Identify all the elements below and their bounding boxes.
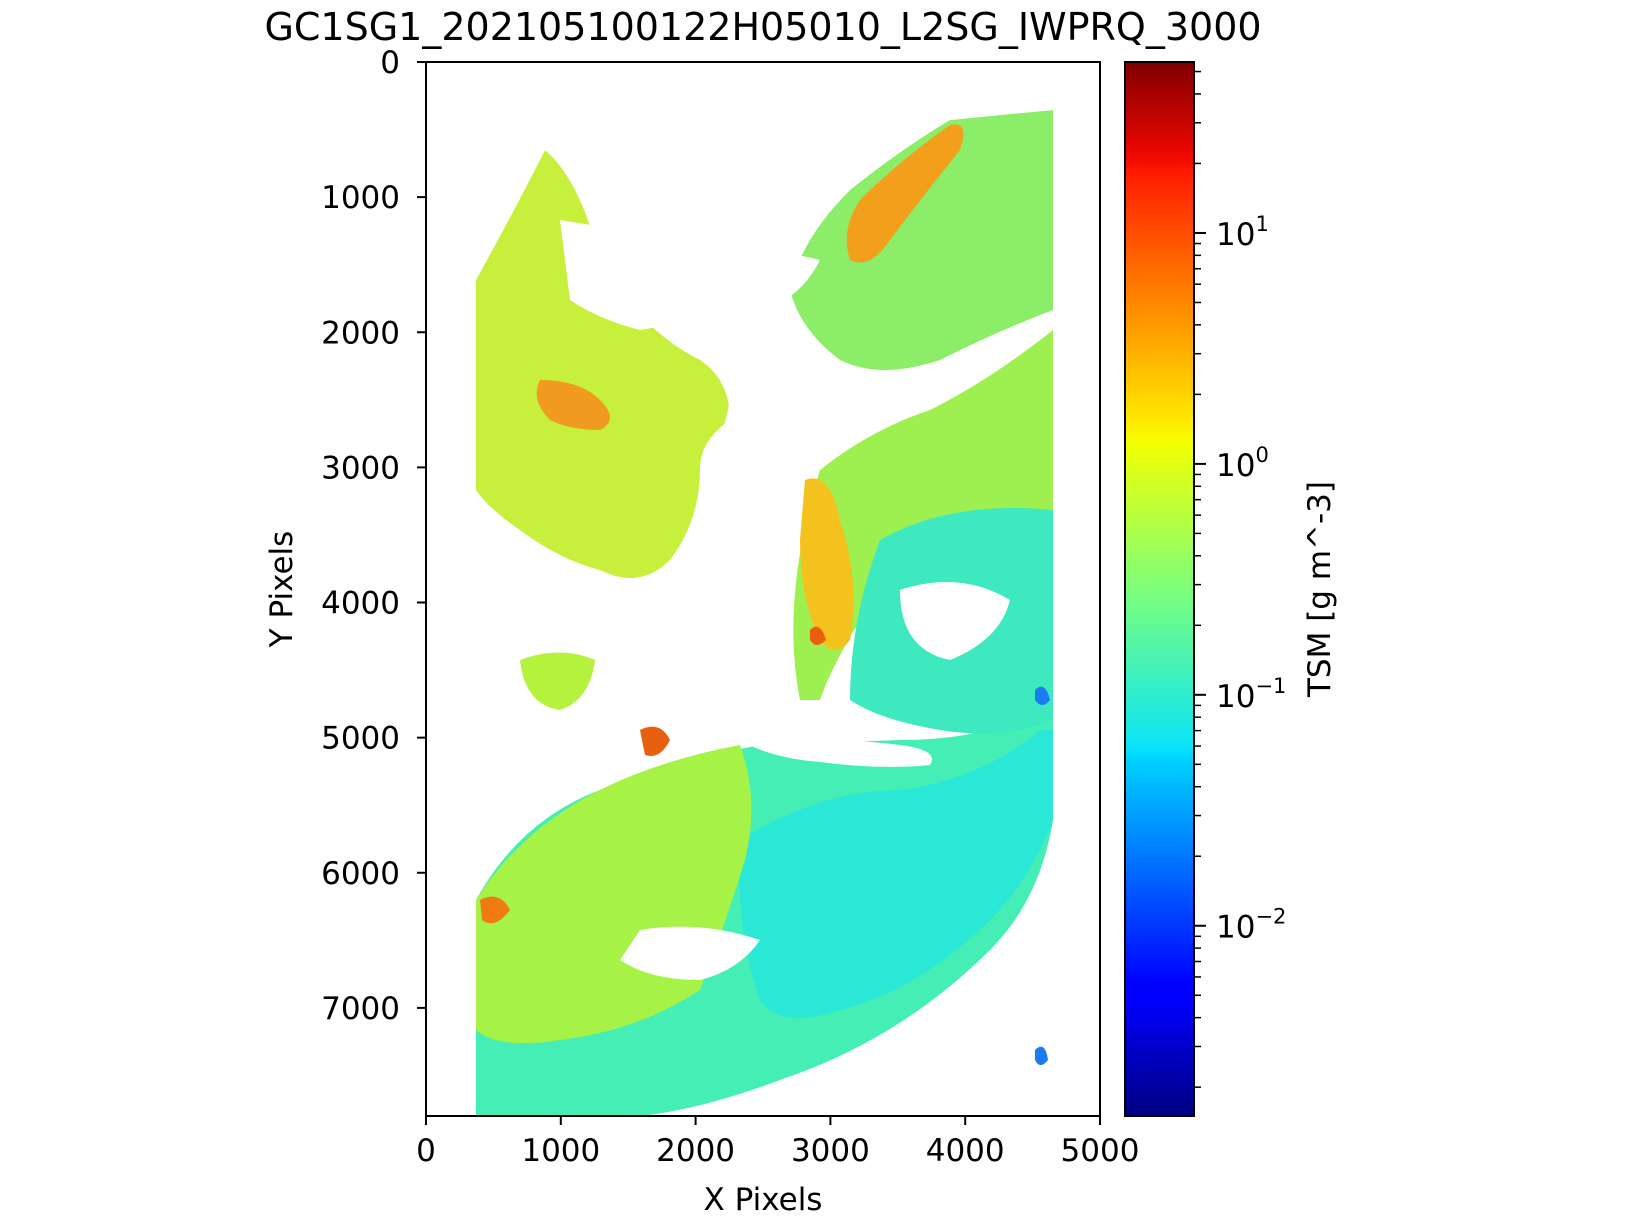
region-northwest [476,150,730,578]
colorbar-label: TSM [g m^-3] [1302,481,1338,698]
region-east-shelf [793,330,1053,700]
region-open-ocean [739,730,1053,1018]
colorbar [1124,61,1195,1117]
region-northeast-plume [846,124,964,263]
mask-east-edge [1040,62,1100,1116]
y-tick-label: 6000 [321,856,400,892]
plot-frame [425,61,1101,1117]
y-axis: 0 1000 2000 3000 4000 5000 6000 7000 [321,45,426,1027]
tsm-map-image [426,62,1100,1116]
region-coastal-high [800,478,854,650]
y-tick-label: 7000 [321,991,400,1027]
region-clear-water-speck [1035,686,1050,705]
x-tick-label: 1000 [521,1133,600,1169]
mask-cloud-north [560,220,820,330]
mask-cloud-ribbon [740,738,932,767]
y-tick-label: 5000 [321,721,400,757]
mask-cloud-east [900,582,1010,660]
region-bohai [536,380,610,430]
y-tick-label: 2000 [321,315,400,351]
region-estuary-3 [810,626,826,645]
region-clear-water-speck-2 [1035,1046,1048,1065]
x-tick-label: 0 [416,1133,436,1169]
mask-west-edge [426,62,476,1116]
region-ss-islands [520,652,595,710]
region-estuary-2 [480,896,510,924]
colorbar-axis: 101 100 10−1 10−2 [1194,70,1286,1088]
mask-bottom-right [780,840,1053,1116]
x-axis: 0 1000 2000 3000 4000 5000 [416,1116,1139,1169]
x-axis-label: X Pixels [704,1182,823,1218]
mask-land-central [580,280,805,714]
region-northeast [790,110,1053,370]
colorbar-tick-label: 10−1 [1216,674,1286,715]
x-tick-label: 5000 [1061,1133,1140,1169]
colorbar-tick-label: 100 [1216,443,1269,484]
y-tick-label: 3000 [321,450,400,486]
y-tick-label: 1000 [321,180,400,216]
y-tick-label: 0 [380,45,400,81]
x-tick-label: 2000 [656,1133,735,1169]
x-tick-label: 4000 [926,1133,1005,1169]
colorbar-tick-label: 101 [1216,212,1269,253]
y-tick-label: 4000 [321,586,400,622]
x-tick-label: 3000 [791,1133,870,1169]
mask-cloud-south [620,926,760,980]
mask-top [476,62,1053,290]
colorbar-tick-label: 10−2 [1216,905,1286,946]
region-estuary-1 [640,726,670,756]
chart-title: GC1SG1_202105100122H05010_L2SG_IWPRQ_300… [264,5,1261,49]
y-axis-label: Y Pixels [264,531,300,649]
